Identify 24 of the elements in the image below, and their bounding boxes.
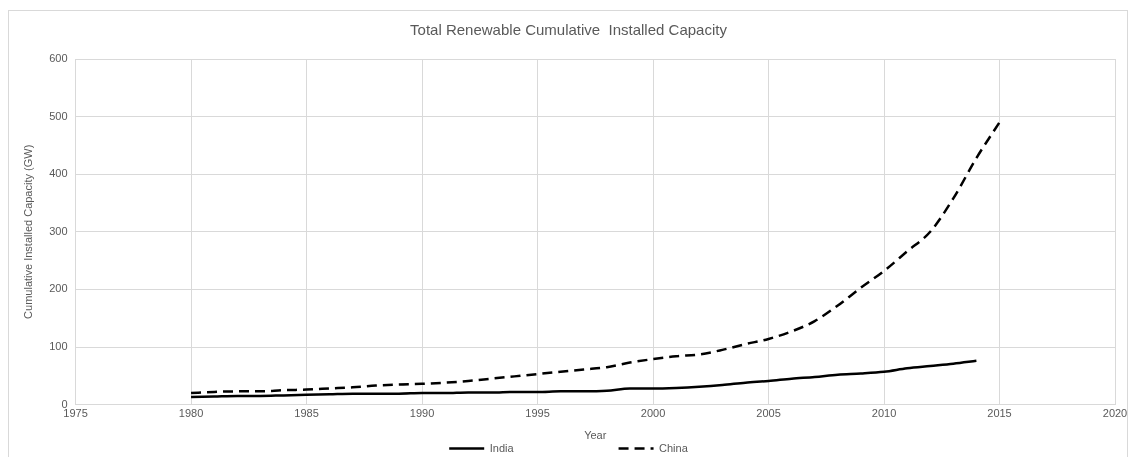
- x-tick-label: 1990: [409, 407, 435, 420]
- y-axis-title: Cumulative Installed Capacity (GW): [21, 144, 34, 319]
- x-tick-label: 2005: [756, 407, 781, 420]
- x-tick-label: 1980: [178, 407, 204, 420]
- y-tick-label: 200: [49, 282, 68, 295]
- y-tick-label: 0: [61, 397, 68, 410]
- x-tick-label: 2015: [987, 407, 1012, 420]
- line-series: [189, 359, 978, 399]
- line-series: [189, 121, 1001, 395]
- y-tick-label: 500: [49, 109, 68, 122]
- x-tick-label: 2000: [640, 407, 666, 420]
- y-tick-label: 600: [49, 52, 68, 65]
- x-tick-label: 2010: [871, 407, 897, 420]
- y-tick-label: 100: [49, 340, 68, 353]
- y-tick-label: 400: [49, 167, 68, 180]
- x-tick-label: 1995: [525, 407, 550, 420]
- y-tick-label: 300: [49, 224, 68, 237]
- x-axis-title: Year: [584, 429, 607, 442]
- legend-label: India: [489, 441, 515, 454]
- x-tick-label: 1975: [63, 407, 88, 420]
- chart-title: Total Renewable Cumulative Installed Capacity: [410, 21, 728, 39]
- legend-label: China: [659, 441, 689, 454]
- x-tick-label: 2020: [1102, 407, 1128, 420]
- x-tick-label: 1985: [294, 407, 319, 420]
